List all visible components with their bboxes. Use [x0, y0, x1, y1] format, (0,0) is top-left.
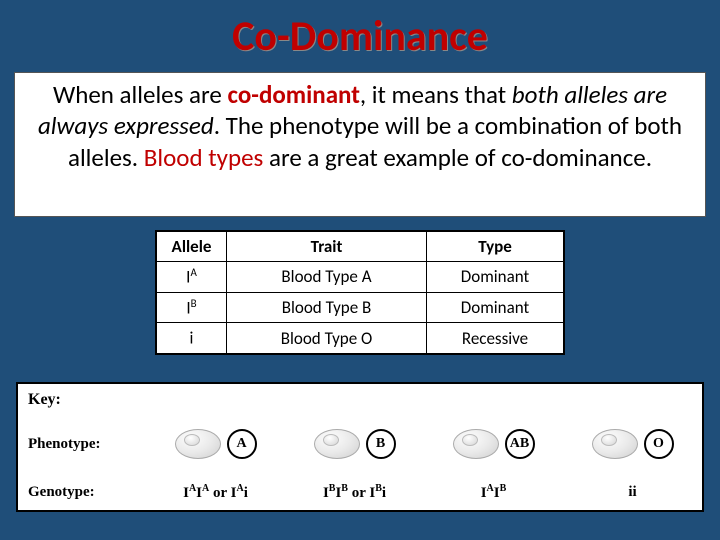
- th-allele: Allele: [157, 232, 227, 262]
- table-row: IA Blood Type A Dominant: [157, 262, 564, 293]
- allele-table-box: Allele Trait Type IA Blood Type A Domina…: [155, 230, 565, 355]
- cell-allele: IA: [157, 262, 227, 293]
- allele-sup: A: [190, 266, 196, 279]
- allele-base: i: [190, 328, 194, 349]
- pheno-group-a: A: [146, 429, 285, 459]
- type-circle: AB: [505, 429, 535, 459]
- pheno-group-ab: AB: [424, 429, 563, 459]
- cell-trait: Blood Type A: [227, 262, 427, 293]
- type-circle: A: [227, 429, 257, 459]
- allele-table: Allele Trait Type IA Blood Type A Domina…: [156, 231, 564, 354]
- cell-type: Dominant: [427, 262, 564, 293]
- body-em3: Blood types: [144, 142, 264, 173]
- body-em1: co-dominant: [228, 79, 360, 110]
- cell-type: Recessive: [427, 323, 564, 354]
- key-label: Key:: [28, 391, 148, 409]
- cell-allele: IB: [157, 292, 227, 323]
- cell-allele: i: [157, 323, 227, 354]
- body-seg4: are a great example of co-dominance.: [263, 142, 652, 173]
- pheno-group-o: O: [563, 429, 702, 459]
- th-type: Type: [427, 232, 564, 262]
- genotype-o: ii: [563, 484, 702, 501]
- allele-sup: B: [191, 297, 197, 310]
- cell-trait: Blood Type O: [227, 323, 427, 354]
- key-box: Key: Phenotype: A B AB O Genotype: IAIA …: [16, 382, 704, 512]
- phenotype-row: Phenotype: A B AB O: [18, 414, 702, 474]
- type-circle: B: [366, 429, 396, 459]
- blood-cell-icon: [453, 429, 499, 459]
- genotype-row: Genotype: IAIA or IAi IBIB or IBi IAIB i…: [18, 483, 702, 502]
- table-header-row: Allele Trait Type: [157, 232, 564, 262]
- genotype-label: Genotype:: [18, 484, 146, 501]
- genotype-b: IBIB or IBi: [285, 483, 424, 502]
- table-row: i Blood Type O Recessive: [157, 323, 564, 354]
- blood-cell-icon: [314, 429, 360, 459]
- th-trait: Trait: [227, 232, 427, 262]
- title-bar: Co-Dominance: [0, 0, 720, 72]
- genotype-a: IAIA or IAi: [146, 483, 285, 502]
- blood-cell-icon: [592, 429, 638, 459]
- type-circle: O: [644, 429, 674, 459]
- cell-trait: Blood Type B: [227, 292, 427, 323]
- phenotype-label: Phenotype:: [18, 436, 146, 453]
- body-seg2: , it means that: [360, 79, 512, 110]
- genotype-ab: IAIB: [424, 483, 563, 502]
- cell-type: Dominant: [427, 292, 564, 323]
- blood-cell-icon: [175, 429, 221, 459]
- key-header-row: Key:: [18, 384, 702, 416]
- table-row: IB Blood Type B Dominant: [157, 292, 564, 323]
- pheno-group-b: B: [285, 429, 424, 459]
- page-title: Co-Dominance: [232, 11, 488, 62]
- definition-box: When alleles are co-dominant, it means t…: [14, 72, 706, 217]
- body-seg1: When alleles are: [53, 79, 228, 110]
